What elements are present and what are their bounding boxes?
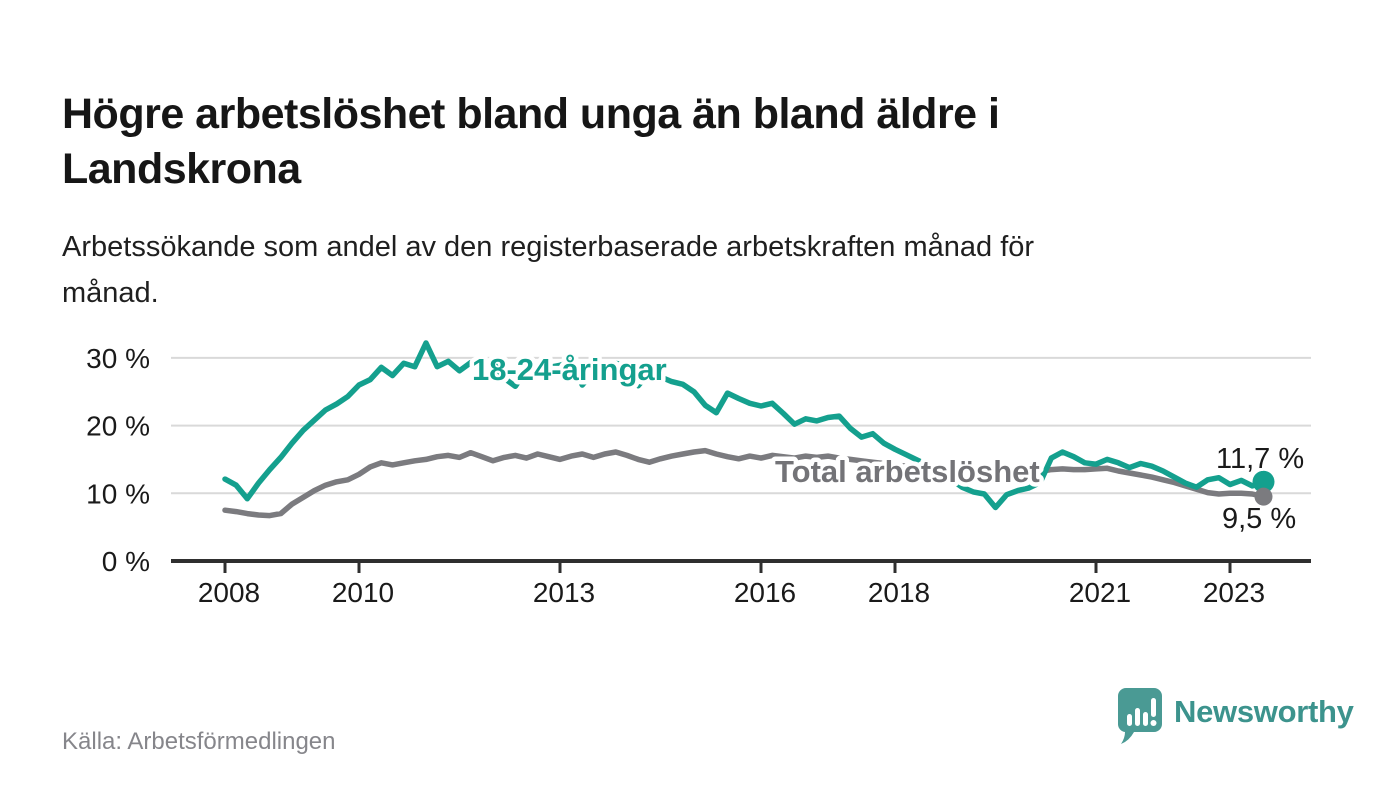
- logo-exclamation-bar: [1151, 698, 1156, 717]
- logo-bar-1: [1127, 714, 1132, 726]
- x-axis-tick-label: 2018: [868, 577, 930, 608]
- newsworthy-logo: Newsworthy: [1116, 686, 1354, 748]
- unemployment-line-chart: 0 % 10 % 20 % 30 % 2008 2010 2013 2016 2018 2021 2…: [86, 340, 1311, 608]
- page-title: Högre arbetslöshet bland unga än bland ä…: [62, 89, 1000, 193]
- total-series-line: [222, 447, 1267, 519]
- source-note: Källa: Arbetsförmedlingen: [62, 728, 336, 755]
- youth-end-value-label: 11,7 %: [1216, 443, 1304, 475]
- logo-bar-3: [1143, 712, 1148, 726]
- x-axis-tick-label: 2021: [1069, 577, 1131, 608]
- x-axis-tick-label: 2008: [198, 577, 260, 608]
- speech-bubble-bar-chart-icon: [1117, 688, 1162, 744]
- total-series-label: Total arbetslöshet: [775, 454, 1040, 489]
- chart-subtitle: Arbetssökande som andel av den registerb…: [62, 231, 1035, 309]
- x-axis-tick-label: 2023: [1203, 577, 1265, 608]
- y-axis-tick-label: 10 %: [86, 478, 150, 509]
- y-axis-tick-label: 20 %: [86, 411, 150, 442]
- y-axis-tick-label: 30 %: [86, 343, 150, 374]
- brand-name: Newsworthy: [1174, 694, 1354, 729]
- youth-series-line: [222, 340, 1267, 511]
- total-end-value-label: 9,5 %: [1222, 503, 1296, 535]
- youth-series-label: 18-24-åringar: [472, 352, 667, 387]
- x-axis-tick-label: 2013: [533, 577, 595, 608]
- y-axis-tick-label: 0 %: [102, 546, 150, 577]
- x-axis-tick-label: 2016: [734, 577, 796, 608]
- total-end-dot: [1254, 487, 1273, 506]
- logo-bar-2: [1135, 708, 1140, 726]
- x-axis-tick-label: 2010: [332, 577, 394, 608]
- youth-end-dot: [1252, 470, 1275, 493]
- logo-exclamation-dot: [1150, 720, 1157, 726]
